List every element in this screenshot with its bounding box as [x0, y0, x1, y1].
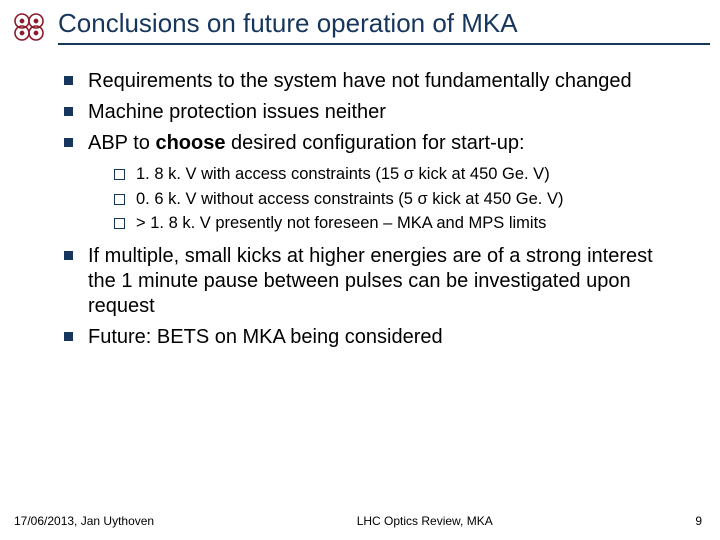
sub-bullet-item: 1. 8 k. V with access constraints (15 σ …: [112, 164, 680, 185]
sub-bullet-item: 0. 6 k. V without access constraints (5 …: [112, 189, 680, 210]
bullet-text: If multiple, small kicks at higher energ…: [88, 245, 653, 317]
bullet-text-prefix: ABP to: [88, 132, 155, 154]
title-container: Conclusions on future operation of MKA: [58, 8, 710, 45]
slide-content: Requirements to the system have not fund…: [0, 45, 720, 350]
bullet-text-bold: choose: [155, 132, 225, 154]
sub-bullet-text: 1. 8 k. V with access constraints (15 σ …: [136, 165, 550, 183]
sub-bullet-text: > 1. 8 k. V presently not foreseen – MKA…: [136, 214, 546, 232]
footer-title: LHC Optics Review, MKA: [154, 514, 695, 528]
footer-date-author: 17/06/2013, Jan Uythoven: [14, 514, 154, 528]
bullet-text-suffix: desired configuration for start-up:: [225, 132, 524, 154]
bullet-item: Future: BETS on MKA being considered: [60, 325, 680, 350]
title-underline: [58, 43, 710, 45]
bullet-item: ABP to choose desired configuration for …: [60, 131, 680, 234]
bullet-text: Machine protection issues neither: [88, 101, 386, 123]
cern-logo-icon: [10, 9, 50, 45]
slide-footer: 17/06/2013, Jan Uythoven LHC Optics Revi…: [0, 514, 720, 528]
slide-header: Conclusions on future operation of MKA: [0, 0, 720, 45]
footer-page-number: 9: [695, 514, 702, 528]
bullet-list: Requirements to the system have not fund…: [60, 69, 680, 350]
bullet-text: Requirements to the system have not fund…: [88, 70, 632, 92]
bullet-text: Future: BETS on MKA being considered: [88, 326, 443, 348]
sub-bullet-text: 0. 6 k. V without access constraints (5 …: [136, 190, 563, 208]
sub-bullet-item: > 1. 8 k. V presently not foreseen – MKA…: [112, 213, 680, 234]
bullet-item: If multiple, small kicks at higher energ…: [60, 244, 680, 319]
slide-title: Conclusions on future operation of MKA: [58, 8, 710, 41]
bullet-item: Requirements to the system have not fund…: [60, 69, 680, 94]
bullet-item: Machine protection issues neither: [60, 100, 680, 125]
sub-bullet-list: 1. 8 k. V with access constraints (15 σ …: [112, 164, 680, 234]
